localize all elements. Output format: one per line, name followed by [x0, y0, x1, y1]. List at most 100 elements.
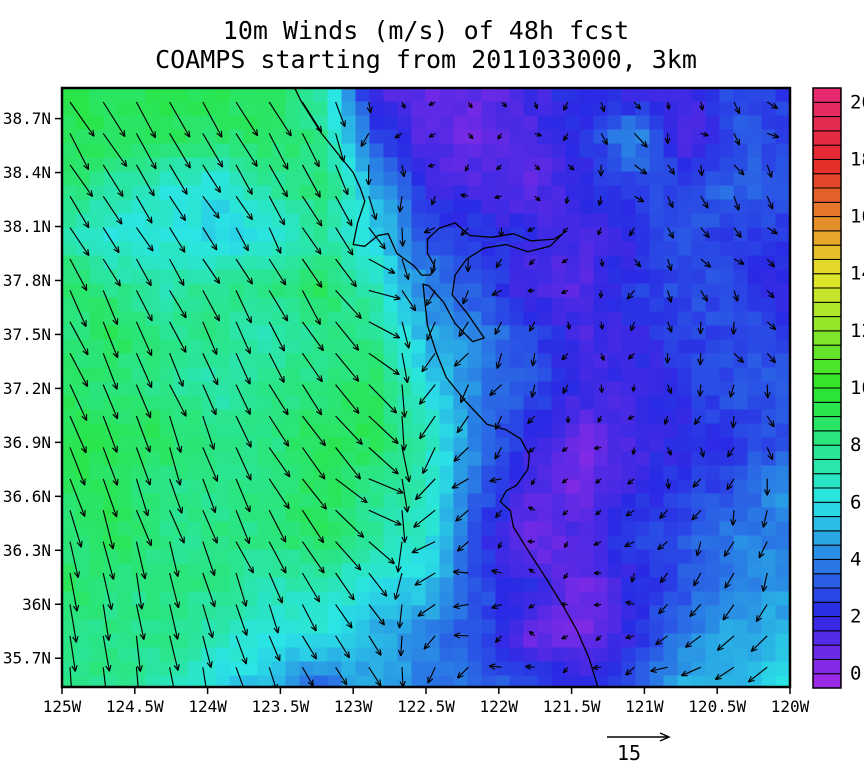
- wind-arrow: [301, 447, 326, 480]
- wind-arrow: [566, 321, 572, 330]
- x-axis-tick-label: 124W: [188, 697, 227, 716]
- wind-arrow: [135, 164, 155, 197]
- wind-arrow: [724, 572, 735, 589]
- wind-arrow: [399, 227, 406, 247]
- x-axis-tick-label: 123.5W: [252, 697, 310, 716]
- wind-arrow: [202, 541, 216, 577]
- wind-arrow: [202, 290, 220, 322]
- wind-arrow: [368, 509, 402, 526]
- wind-arrow: [666, 384, 673, 394]
- wind-arrow: [69, 101, 95, 137]
- colorbar-segment: [812, 358, 842, 375]
- wind-arrow: [401, 101, 406, 109]
- wind-arrow: [664, 353, 671, 364]
- wind-arrow: [766, 227, 778, 235]
- wind-arrow: [456, 541, 469, 552]
- colorbar-tick-label: 2: [850, 606, 861, 628]
- wind-arrow: [534, 164, 541, 171]
- wind-arrow: [335, 572, 355, 601]
- wind-arrow: [135, 352, 153, 389]
- colorbar-tick-label: 12: [850, 320, 864, 342]
- wind-arrow: [368, 415, 399, 445]
- wind-arrow: [397, 196, 404, 213]
- wind-arrow: [102, 635, 112, 672]
- wind-arrow: [368, 572, 388, 597]
- colorbar: [812, 87, 842, 689]
- wind-arrow: [595, 509, 602, 516]
- colorbar-segment: [812, 187, 842, 203]
- wind-arrow: [530, 478, 536, 486]
- colorbar-tick-label: 14: [850, 263, 864, 285]
- x-axis-tick-label: 123W: [334, 697, 373, 716]
- colorbar-segment: [812, 244, 842, 260]
- colorbar-tick-label: 8: [850, 434, 861, 456]
- wind-arrow: [169, 258, 185, 287]
- wind-arrow: [692, 478, 702, 488]
- wind-arrow: [733, 164, 745, 176]
- wind-arrow: [335, 227, 354, 256]
- wind-arrow: [102, 258, 121, 287]
- wind-arrow: [458, 321, 469, 337]
- wind-arrow: [268, 415, 290, 447]
- wind-arrow: [488, 663, 502, 670]
- colorbar-segment: [812, 430, 842, 446]
- x-axis-tick-label: 121W: [625, 697, 664, 716]
- wind-arrow: [301, 509, 325, 544]
- wind-arrow: [268, 572, 283, 604]
- wind-arrow: [235, 195, 253, 221]
- wind-arrow: [766, 195, 774, 210]
- wind-arrow: [664, 133, 671, 144]
- wind-arrow: [491, 603, 502, 610]
- wind-arrow: [411, 541, 436, 554]
- wind-arrow: [427, 666, 436, 684]
- wind-arrow: [455, 509, 469, 522]
- wind-arrow: [600, 133, 608, 146]
- wind-arrow: [495, 353, 503, 369]
- wind-arrow: [761, 572, 768, 592]
- wind-arrow: [169, 195, 187, 222]
- wind-arrow: [368, 258, 396, 274]
- wind-arrow: [460, 384, 469, 404]
- wind-arrow: [335, 321, 360, 351]
- wind-arrow: [69, 133, 90, 171]
- wind-arrow: [528, 446, 536, 454]
- wind-arrow: [414, 572, 436, 586]
- wind-arrow: [597, 415, 603, 423]
- wind-arrow: [733, 101, 741, 115]
- wind-arrow: [699, 447, 705, 458]
- wind-arrow: [202, 258, 221, 284]
- wind-arrow: [268, 133, 289, 170]
- wind-arrow: [592, 664, 602, 671]
- wind-arrow: [400, 164, 407, 178]
- wind-arrow: [268, 227, 282, 254]
- colorbar-tick-label: 6: [850, 491, 861, 513]
- colorbar-segment: [812, 287, 842, 303]
- wind-arrow: [625, 509, 635, 517]
- wind-arrow: [135, 447, 152, 486]
- wind-arrow: [497, 541, 503, 549]
- wind-arrow: [428, 132, 436, 138]
- wind-arrow: [135, 290, 153, 322]
- wind-arrow: [700, 195, 709, 209]
- x-axis-tick-label: 122W: [480, 697, 519, 716]
- wind-arrow: [69, 384, 88, 421]
- wind-arrow: [169, 604, 180, 640]
- colorbar-segment: [812, 116, 842, 132]
- wind-arrow: [301, 258, 323, 288]
- wind-arrow: [393, 572, 403, 600]
- wind-vector-arrows-layer: [69, 101, 780, 687]
- wind-arrow: [268, 604, 280, 634]
- wind-arrow: [417, 603, 436, 617]
- wind-arrow: [627, 415, 635, 420]
- wind-arrow: [102, 101, 126, 138]
- wind-arrow: [335, 101, 346, 128]
- wind-arrow: [494, 447, 503, 460]
- wind-arrow: [102, 478, 118, 518]
- wind-arrow: [135, 541, 147, 580]
- wind-arrow: [202, 352, 219, 386]
- wind-arrow: [666, 447, 672, 456]
- wind-arrow: [689, 604, 702, 618]
- wind-arrow: [268, 635, 281, 662]
- wind-arrow: [755, 604, 768, 623]
- y-axis-tick-label: 36.3N: [3, 541, 51, 560]
